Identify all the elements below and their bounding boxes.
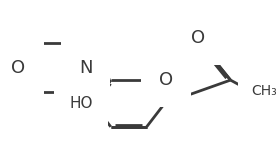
Text: O: O: [190, 29, 205, 47]
Text: O: O: [159, 71, 173, 89]
Text: HO: HO: [69, 96, 93, 111]
Text: N: N: [79, 58, 92, 76]
Text: O: O: [12, 58, 26, 76]
Text: CH₃: CH₃: [251, 84, 276, 98]
